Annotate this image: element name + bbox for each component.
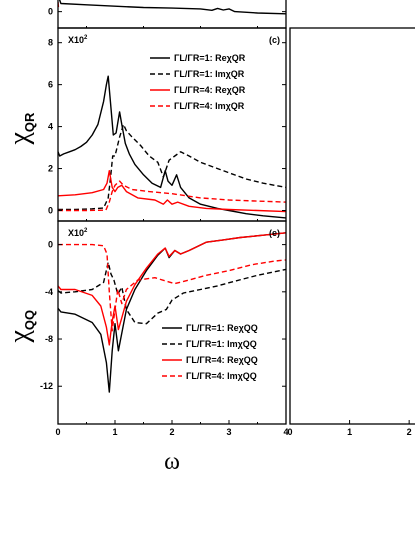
y-tick-label: 8 bbox=[48, 38, 53, 48]
y-tick-label: -8 bbox=[45, 334, 53, 344]
legend-label: ΓL/ΓR=4: ImχQR bbox=[174, 101, 245, 111]
x-tick-label: 3 bbox=[226, 427, 231, 437]
panel-2: 0 -4 -8 -12 0 1 2 3 4 X102 (e) χQQ ω ΓL/ΓR=1: ReχQQ ΓL… bbox=[4, 220, 289, 475]
legend-label: ΓL/ΓR=1: ImχQR bbox=[174, 69, 245, 79]
scale-label: X102 bbox=[68, 228, 88, 238]
panel-label: (e) bbox=[269, 228, 280, 238]
x-tick-label: 2 bbox=[169, 427, 174, 437]
legend-label: ΓL/ΓR=1: ImχQQ bbox=[186, 339, 257, 349]
series-line-2 bbox=[58, 169, 286, 213]
y-tick-label: 4 bbox=[48, 122, 53, 132]
x-tick-label: 1 bbox=[112, 427, 117, 437]
legend-label: ΓL/ΓR=4: ReχQR bbox=[174, 85, 246, 95]
series-group bbox=[58, 232, 286, 393]
panel-frame bbox=[289, 27, 415, 425]
scale-label: X102 bbox=[68, 35, 88, 45]
x-axis-label: ω bbox=[164, 449, 180, 475]
x-tick-label: 4 bbox=[283, 427, 288, 437]
series-line-0 bbox=[58, 232, 286, 393]
series-line-0 bbox=[58, 75, 286, 219]
x-tick-label: 0 bbox=[287, 427, 292, 437]
x-tick-label: 2 bbox=[407, 427, 412, 437]
x-tick-label: 1 bbox=[347, 427, 352, 437]
panel-1: 0 2 4 6 8 X102 (c) χQR ΓL/ΓR=1: ReχQR ΓL/ΓR=1: Im… bbox=[4, 27, 287, 222]
series-line-3 bbox=[58, 243, 286, 332]
legend-label: ΓL/ΓR=1: ReχQR bbox=[174, 53, 246, 63]
series-line-3 bbox=[58, 180, 286, 212]
y-tick-label: -12 bbox=[40, 381, 53, 391]
y-tick-label: 0 bbox=[48, 206, 53, 216]
series-group bbox=[58, 0, 286, 15]
series-line-1 bbox=[58, 123, 286, 211]
y-tick-label: -4 bbox=[45, 287, 53, 297]
series-group bbox=[58, 75, 286, 219]
series-line-1 bbox=[58, 261, 286, 325]
y-tick-label: 6 bbox=[48, 80, 53, 90]
y-tick-label: 0 bbox=[48, 240, 53, 250]
legend-label: ΓL/ΓR=1: ReχQQ bbox=[186, 323, 258, 333]
legend-label: ΓL/ΓR=4: ImχQQ bbox=[186, 371, 257, 381]
panel-3: 012ω bbox=[287, 27, 415, 437]
y-axis-label: χQR bbox=[4, 112, 37, 146]
x-tick-label: 0 bbox=[55, 427, 60, 437]
series-line-2 bbox=[58, 232, 286, 346]
y-axis-label: χQQ bbox=[4, 310, 37, 344]
y-tick-label: 2 bbox=[48, 164, 53, 174]
series-line-0 bbox=[58, 0, 286, 15]
panel-label: (c) bbox=[269, 35, 280, 45]
y-tick-label: 0 bbox=[48, 7, 53, 17]
panel-0: 0 bbox=[48, 0, 287, 29]
legend-label: ΓL/ΓR=4: ReχQQ bbox=[186, 355, 258, 365]
panel-frame bbox=[57, 0, 287, 29]
